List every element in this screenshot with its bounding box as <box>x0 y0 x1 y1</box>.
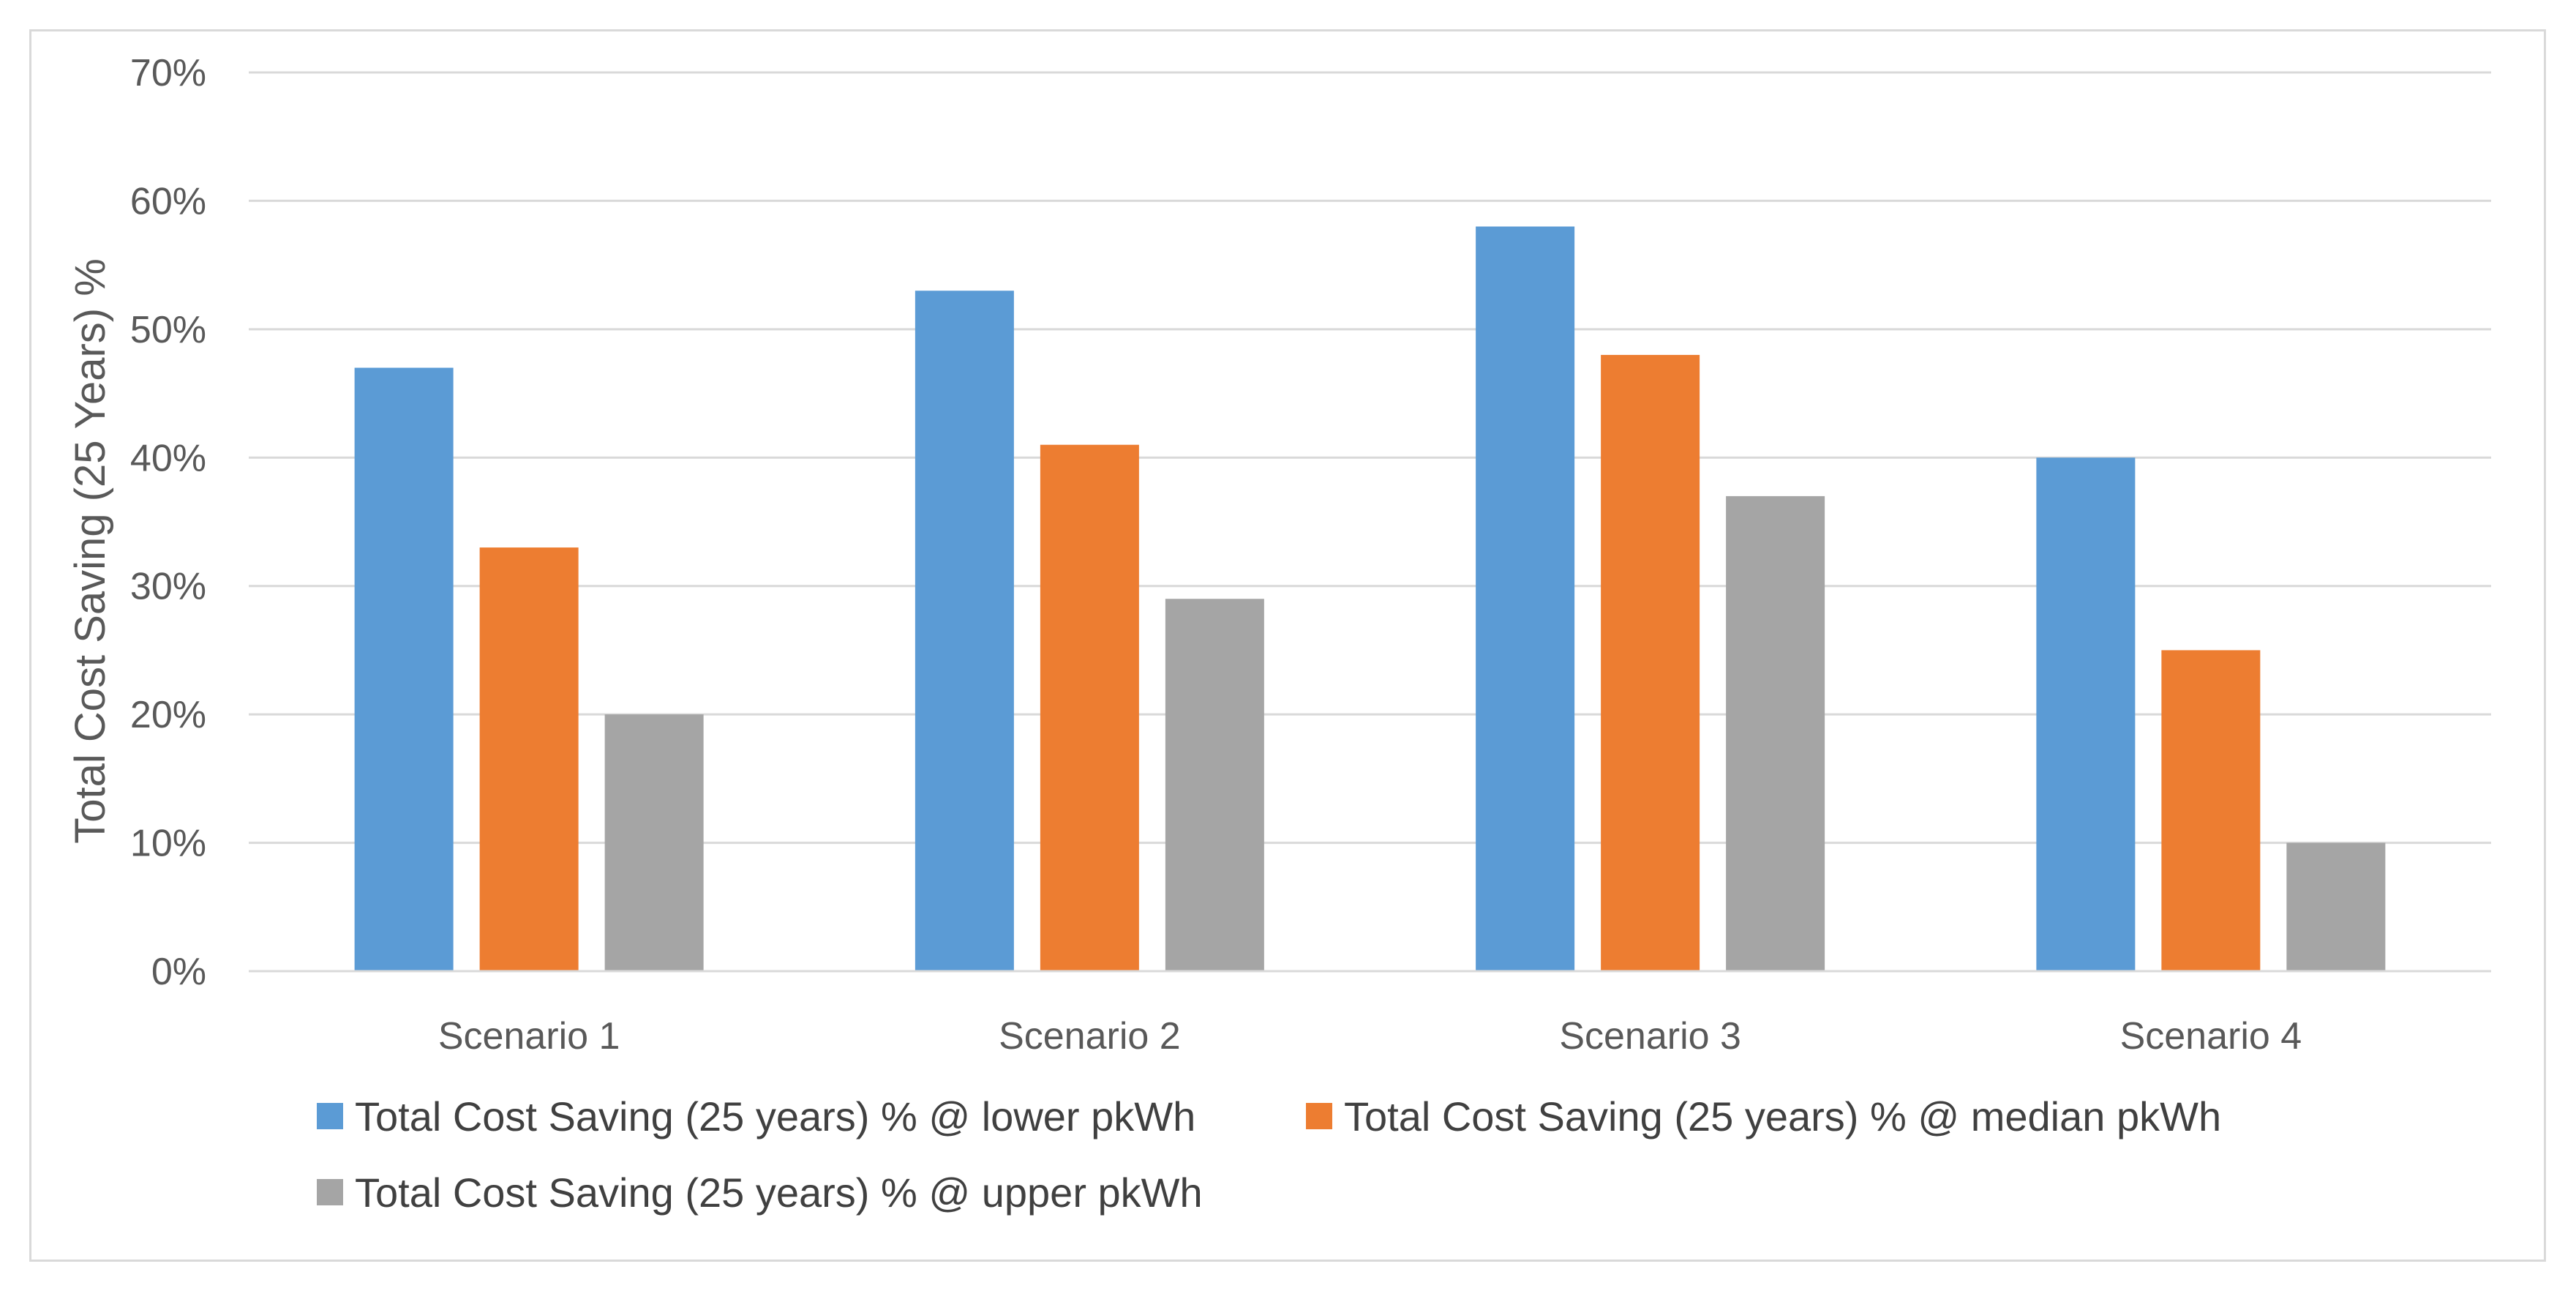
bar-chart: 0% 10% 20% 30% 40% 50% 60% 70% Scenario 1 Scenari… <box>67 52 2491 1216</box>
bar <box>2036 457 2136 971</box>
bar <box>1476 226 1575 971</box>
bar <box>2161 650 2261 971</box>
bar <box>1165 599 1264 971</box>
legend: Total Cost Saving (25 years) % @ lower p… <box>317 1093 2221 1216</box>
bar <box>2286 842 2386 971</box>
bar <box>1040 444 1139 971</box>
legend-label: Total Cost Saving (25 years) % @ median … <box>1344 1093 2221 1140</box>
y-tick-label: 60% <box>130 180 206 222</box>
gridlines <box>249 71 2491 845</box>
y-tick-label: 30% <box>130 566 206 608</box>
y-tick-label: 50% <box>130 309 206 351</box>
chart-frame: 0% 10% 20% 30% 40% 50% 60% 70% Scenario 1 Scenari… <box>29 29 2546 1262</box>
x-tick-label: Scenario 2 <box>999 1015 1181 1058</box>
bar <box>604 714 704 971</box>
legend-swatch <box>317 1179 343 1205</box>
y-tick-label: 70% <box>130 52 206 94</box>
bar <box>1601 354 1700 971</box>
x-tick-label: Scenario 3 <box>1559 1015 1741 1058</box>
y-tick-label: 40% <box>130 437 206 479</box>
bar <box>354 367 454 971</box>
legend-swatch <box>317 1103 343 1129</box>
bars <box>354 226 2386 971</box>
x-tick-label: Scenario 1 <box>438 1015 620 1058</box>
axes: 0% 10% 20% 30% 40% 50% 60% 70% Scenario 1 Scenari… <box>130 52 2491 1058</box>
y-axis-title: Total Cost Saving (25 Years) % <box>67 258 114 844</box>
legend-swatch <box>1306 1103 1332 1129</box>
y-tick-label: 0% <box>151 951 206 993</box>
y-tick-label: 10% <box>130 823 206 865</box>
y-tick-label: 20% <box>130 694 206 736</box>
legend-label: Total Cost Saving (25 years) % @ lower p… <box>355 1093 1195 1140</box>
bar <box>915 291 1014 971</box>
bar <box>479 547 579 971</box>
x-tick-label: Scenario 4 <box>2120 1015 2302 1058</box>
legend-label: Total Cost Saving (25 years) % @ upper p… <box>355 1170 1203 1216</box>
bar <box>1726 495 1825 971</box>
